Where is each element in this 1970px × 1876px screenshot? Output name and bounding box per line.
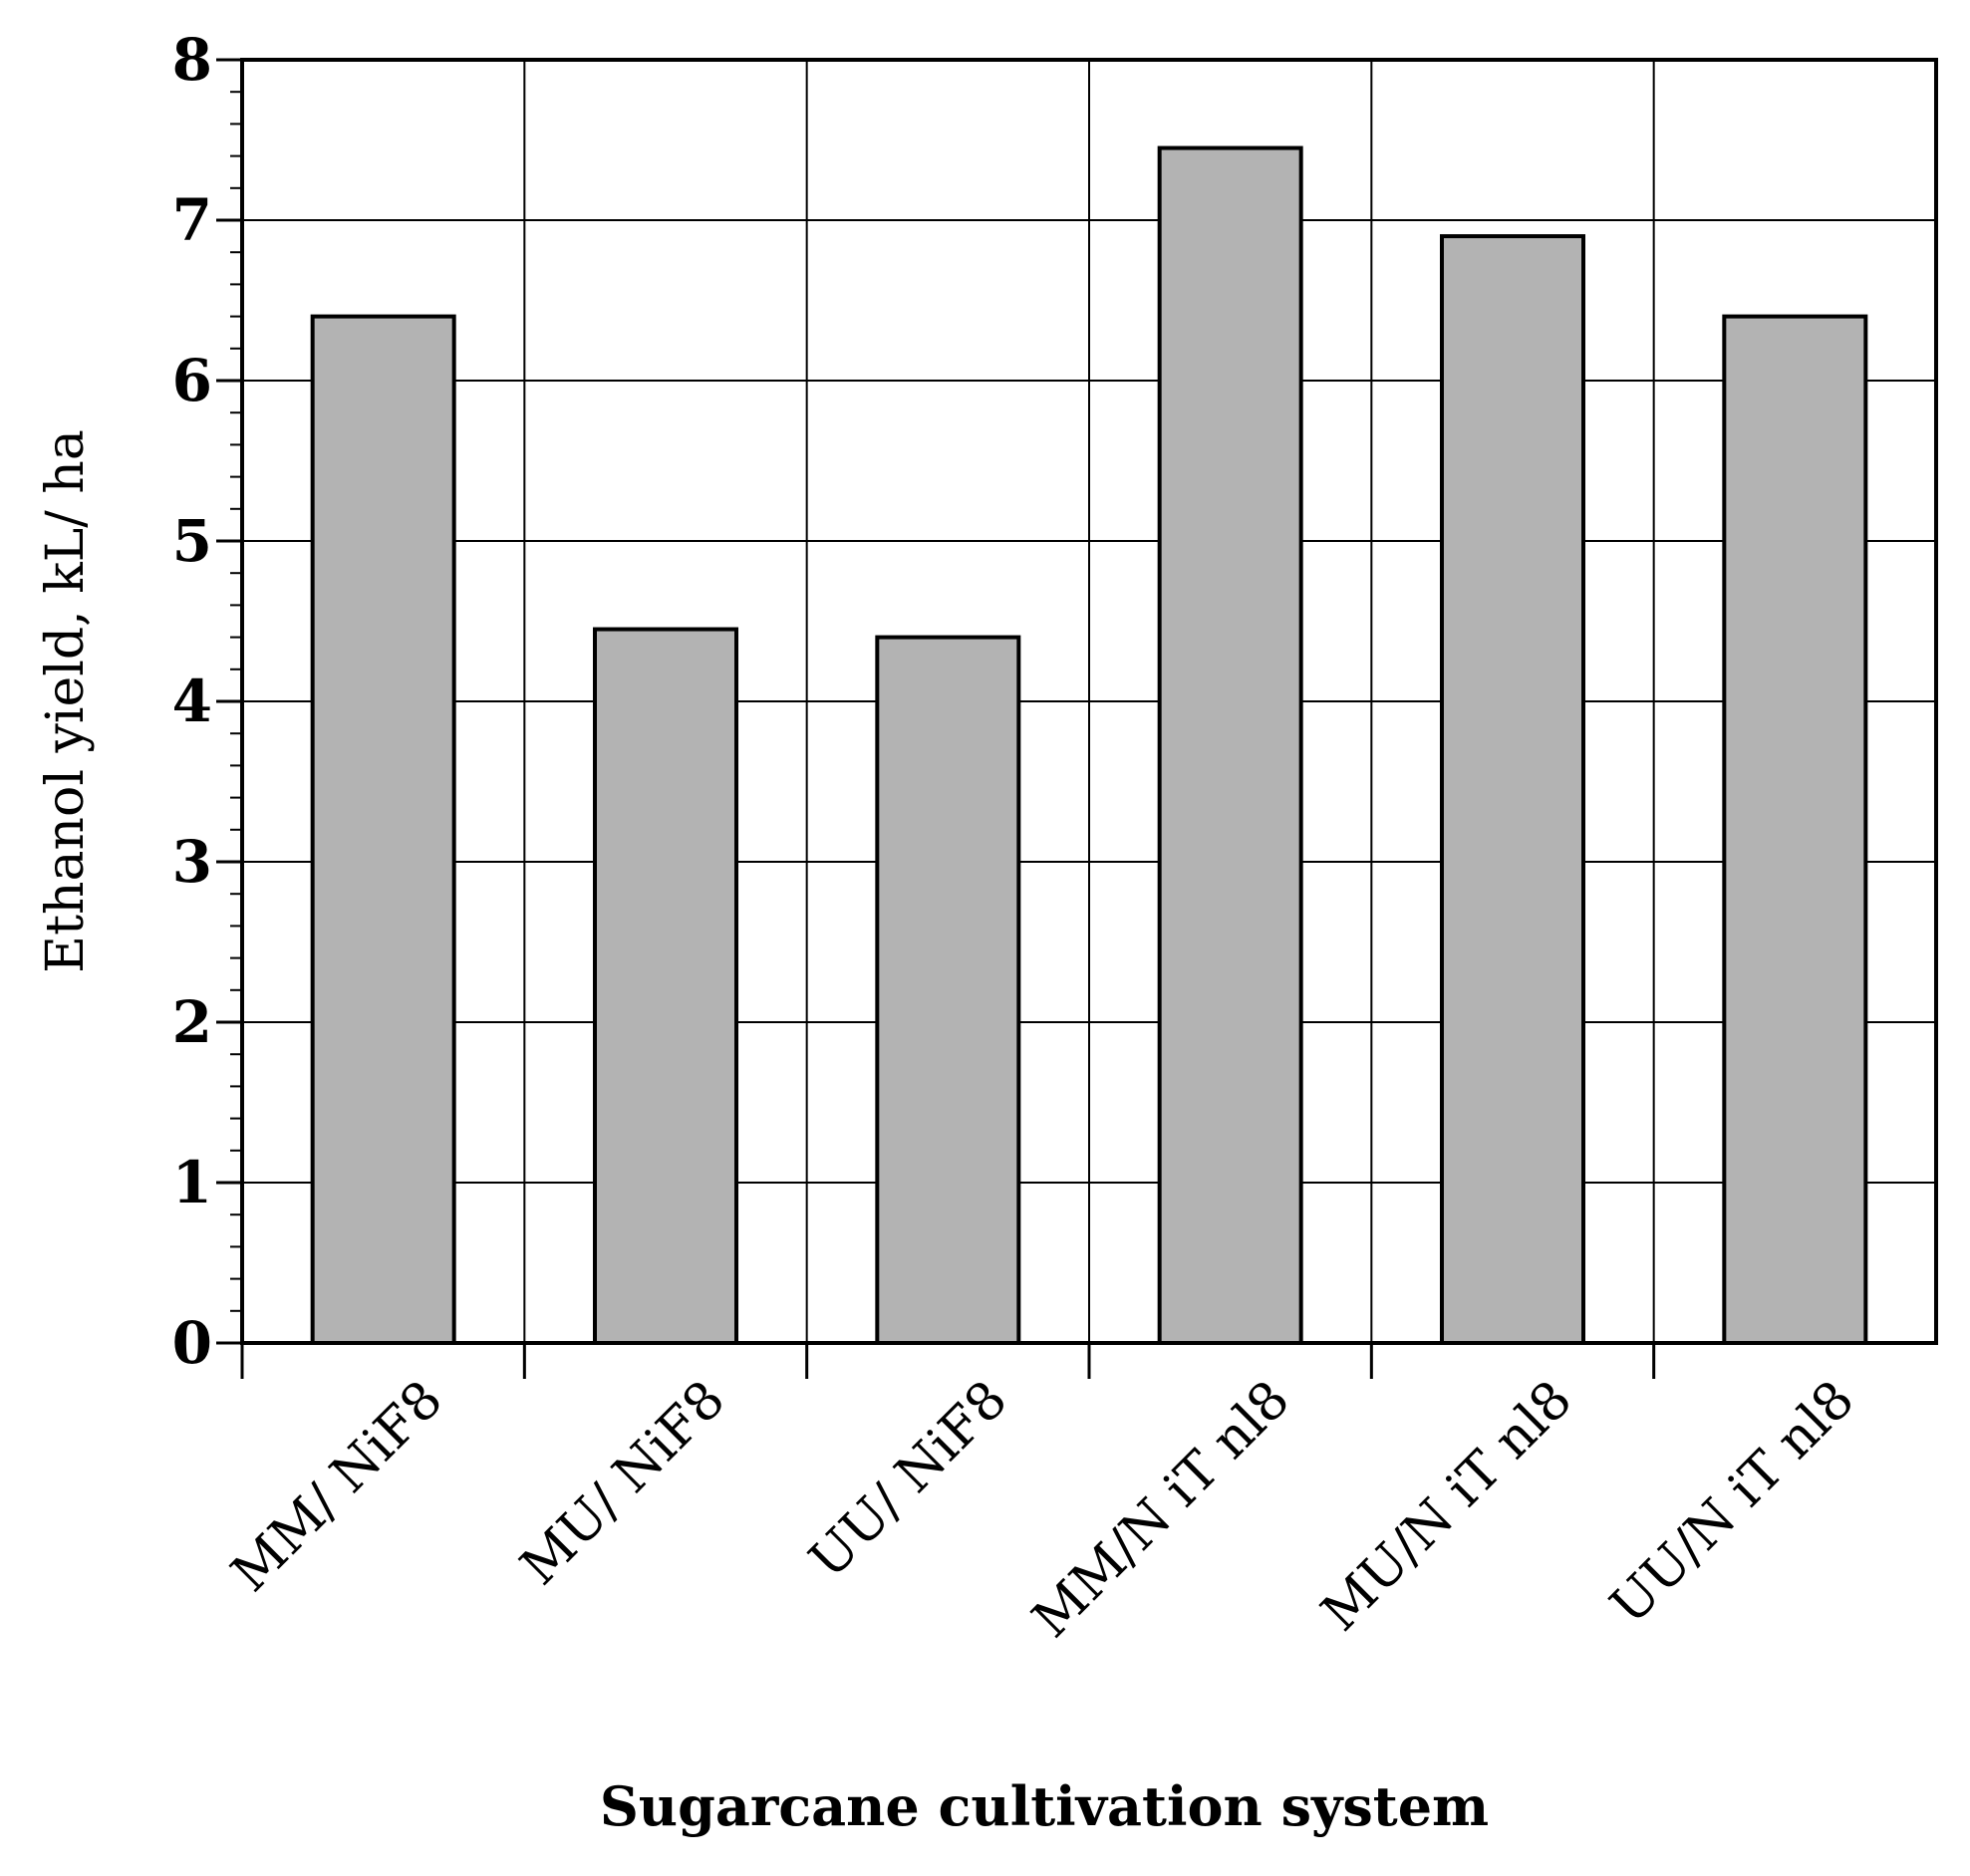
y-tick-label: 6 — [172, 347, 212, 414]
x-tick-label: MU/ NiF8 — [509, 1370, 736, 1597]
y-tick-label: 3 — [172, 828, 212, 896]
x-tick-label: UU/N iT nl8 — [1599, 1370, 1865, 1636]
x-tick-label: UU/ NiF8 — [798, 1370, 1018, 1590]
x-tick-label: MM/N iT nl8 — [1021, 1370, 1301, 1650]
bar — [1722, 314, 1868, 1346]
y-tick-label: 1 — [172, 1149, 212, 1216]
y-tick-labels: 0 1 2 3 4 5 6 7 8 — [172, 26, 212, 1377]
bar — [1157, 145, 1303, 1345]
x-tick-label: MU/N iT nl8 — [1310, 1370, 1583, 1643]
bar — [593, 627, 738, 1345]
y-tick-label: 7 — [172, 186, 212, 254]
bar — [1440, 234, 1585, 1346]
y-tick-label: 2 — [172, 988, 212, 1056]
y-tick-label: 4 — [172, 668, 212, 735]
bars — [310, 145, 1868, 1346]
y-tick-label: 0 — [172, 1309, 212, 1377]
x-tick-label: MM/ NiF8 — [220, 1370, 454, 1604]
y-tick-label: 8 — [172, 26, 212, 94]
x-tick-labels: MM/ NiF8 MU/ NiF8 UU/ NiF8 MM/N iT nl8 MU/N … — [220, 1370, 1865, 1650]
axis-ticks — [216, 58, 1656, 1379]
bar — [875, 635, 1021, 1345]
bar — [310, 314, 456, 1346]
y-axis-title: Ethanol yield, kL/ ha — [36, 429, 96, 973]
y-tick-label: 5 — [172, 507, 212, 575]
x-axis-title: Sugarcane cultivation system — [600, 1774, 1489, 1838]
grid — [242, 60, 1936, 1343]
